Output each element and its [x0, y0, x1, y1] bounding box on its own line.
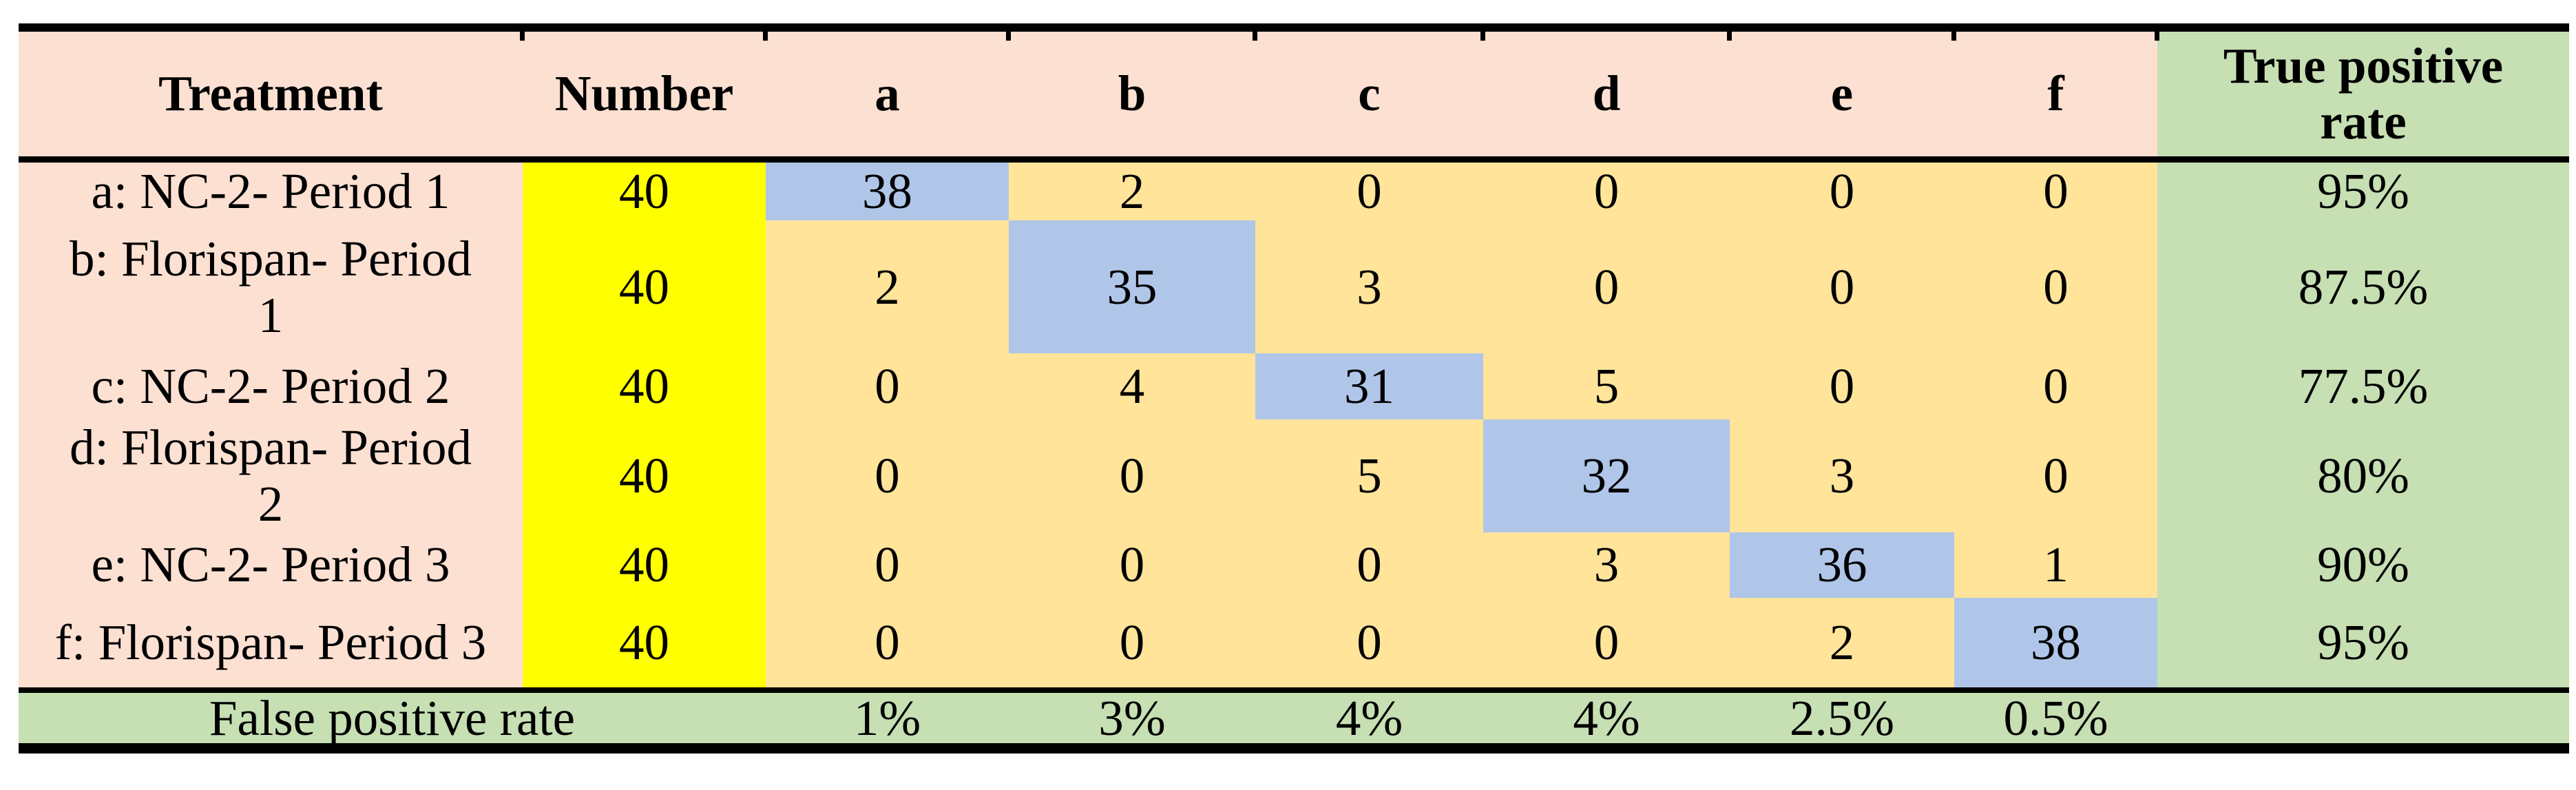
col-header-f: f: [1951, 28, 2157, 159]
row-label: a: NC-2- Period 1: [19, 159, 523, 220]
diagonal-cell: 32: [1483, 419, 1730, 532]
row-label: e: NC-2- Period 3: [19, 532, 523, 598]
matrix-cell: 0: [766, 597, 1009, 690]
fpr-cell: 0.5%: [1954, 689, 2157, 749]
table-row: c: NC-2- Period 2 40 0 4 31 5 0 0 77.5%: [19, 353, 2569, 419]
fpr-cell-empty: [2157, 689, 2569, 749]
matrix-cell: 0: [766, 353, 1009, 419]
col-header-d: d: [1480, 28, 1730, 159]
fpr-cell: 2.5%: [1730, 689, 1954, 749]
false-positive-rate-row: False positive rate 1% 3% 4% 4% 2.5% 0.5…: [19, 689, 2569, 749]
fpr-cell: 3%: [1009, 689, 1255, 749]
matrix-cell: 3: [1483, 532, 1730, 598]
matrix-cell: 0: [1483, 159, 1730, 220]
matrix-cell: 0: [1730, 353, 1954, 419]
matrix-cell: 0: [1954, 353, 2157, 419]
tpr-cell: 80%: [2157, 419, 2569, 532]
diagonal-cell: 38: [766, 159, 1009, 220]
matrix-cell: 0: [1954, 159, 2157, 220]
fpr-label: False positive rate: [19, 689, 766, 749]
matrix-cell: 4: [1009, 353, 1255, 419]
matrix-cell: 2: [1009, 159, 1255, 220]
matrix-cell: 2: [766, 220, 1009, 353]
table-row: a: NC-2- Period 1 40 38 2 0 0 0 0 95%: [19, 159, 2569, 220]
number-cell: 40: [523, 353, 766, 419]
matrix-cell: 0: [1483, 597, 1730, 690]
diagonal-cell: 38: [1954, 597, 2157, 690]
number-cell: 40: [523, 532, 766, 598]
matrix-cell: 0: [1255, 597, 1483, 690]
header-row: Treatment Number a b c d e f True positi…: [19, 28, 2569, 159]
matrix-cell: 3: [1255, 220, 1483, 353]
col-header-true-positive-rate: True positive rate: [2155, 28, 2569, 159]
matrix-cell: 5: [1255, 419, 1483, 532]
table-row: d: Florispan- Period 2 40 0 0 5 32 3 0 8…: [19, 419, 2569, 532]
matrix-cell: 0: [1009, 597, 1255, 690]
diagonal-cell: 35: [1009, 220, 1255, 353]
tpr-cell: 87.5%: [2157, 220, 2569, 353]
tpr-cell: 95%: [2157, 159, 2569, 220]
matrix-cell: 0: [1483, 220, 1730, 353]
col-header-e: e: [1727, 28, 1954, 159]
fpr-cell: 1%: [766, 689, 1009, 749]
col-header-c: c: [1253, 28, 1483, 159]
tpr-cell: 90%: [2157, 532, 2569, 598]
matrix-cell: 2: [1730, 597, 1954, 690]
tpr-cell: 77.5%: [2157, 353, 2569, 419]
number-cell: 40: [523, 597, 766, 690]
matrix-cell: 5: [1483, 353, 1730, 419]
matrix-cell: 0: [1954, 220, 2157, 353]
row-label: b: Florispan- Period 1: [19, 220, 523, 353]
matrix-cell: 0: [1730, 220, 1954, 353]
fpr-cell: 4%: [1483, 689, 1730, 749]
matrix-cell: 3: [1730, 419, 1954, 532]
fpr-cell: 4%: [1255, 689, 1483, 749]
matrix-cell: 0: [1009, 532, 1255, 598]
matrix-cell: 0: [766, 532, 1009, 598]
col-header-treatment: Treatment: [19, 28, 523, 159]
diagonal-cell: 36: [1730, 532, 1954, 598]
row-label: d: Florispan- Period 2: [19, 419, 523, 532]
confusion-matrix-table: Treatment Number a b c d e f True positi…: [19, 23, 2569, 753]
matrix-cell: 0: [766, 419, 1009, 532]
matrix-cell: 0: [1730, 159, 1954, 220]
matrix-cell: 0: [1255, 159, 1483, 220]
number-cell: 40: [523, 220, 766, 353]
matrix-cell: 0: [1255, 532, 1483, 598]
matrix-cell: 0: [1954, 419, 2157, 532]
diagonal-cell: 31: [1255, 353, 1483, 419]
col-header-b: b: [1006, 28, 1255, 159]
col-header-a: a: [763, 28, 1009, 159]
col-header-number: Number: [520, 28, 766, 159]
matrix-cell: 1: [1954, 532, 2157, 598]
table-row: e: NC-2- Period 3 40 0 0 0 3 36 1 90%: [19, 532, 2569, 598]
matrix-cell: 0: [1009, 419, 1255, 532]
table-row: b: Florispan- Period 1 40 2 35 3 0 0 0 8…: [19, 220, 2569, 353]
row-label: c: NC-2- Period 2: [19, 353, 523, 419]
number-cell: 40: [523, 159, 766, 220]
table-row: f: Florispan- Period 3 40 0 0 0 0 2 38 9…: [19, 597, 2569, 690]
row-label: f: Florispan- Period 3: [19, 597, 523, 690]
number-cell: 40: [523, 419, 766, 532]
tpr-cell: 95%: [2157, 597, 2569, 690]
